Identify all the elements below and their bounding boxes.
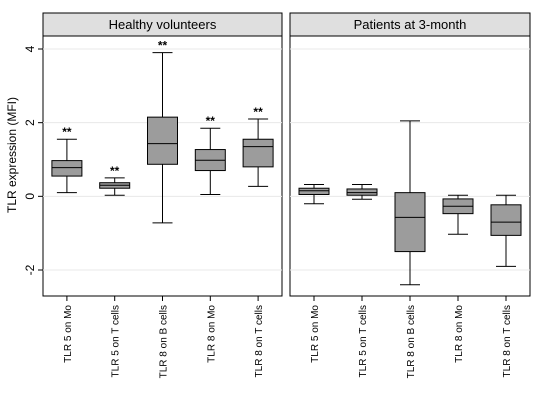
box-2-5: TLR 8 on T cells <box>490 194 522 377</box>
significance-label: ** <box>110 164 120 178</box>
significance-label: ** <box>253 105 263 119</box>
y-tick-label: 2 <box>23 119 37 126</box>
x-tick-label: TLR 5 on Mo <box>63 305 74 363</box>
y-tick-label: -2 <box>23 264 37 275</box>
iqr-box <box>51 160 83 177</box>
iqr-box <box>242 138 274 168</box>
panel-1: Healthy volunteers ** TLR 5 on Mo ** TLR 5 o… <box>42 12 283 378</box>
panel-title-1: Healthy volunteers <box>109 17 217 32</box>
box-2-1: TLR 5 on Mo <box>298 184 330 363</box>
box-1-2: ** TLR 5 on T cells <box>99 164 131 377</box>
x-tick-label: TLR 8 on Mo <box>206 305 217 363</box>
iqr-box <box>346 188 378 196</box>
iqr-box <box>394 192 426 253</box>
x-tick-label: TLR 8 on B cells <box>159 305 170 378</box>
iqr-box <box>147 116 178 165</box>
y-tick-label: 0 <box>23 193 37 200</box>
panels: Healthy volunteers ** TLR 5 on Mo ** TLR 5 o… <box>42 12 531 378</box>
box-2-2: TLR 5 on T cells <box>346 184 378 377</box>
box-1-4: ** TLR 8 on Mo <box>194 114 226 363</box>
box-2-3: TLR 8 on B cells <box>394 120 426 378</box>
x-tick-label: TLR 5 on Mo <box>310 305 321 363</box>
x-tick-label: TLR 5 on T cells <box>111 305 122 377</box>
y-axis-label: TLR expression (MFI) <box>5 97 19 213</box>
significance-label: ** <box>158 39 168 53</box>
box-1-1: ** TLR 5 on Mo <box>51 125 83 363</box>
x-tick-label: TLR 8 on B cells <box>406 305 417 378</box>
x-tick-label: TLR 5 on T cells <box>358 305 369 377</box>
box-2-4: TLR 8 on Mo <box>442 194 474 363</box>
x-tick-label: TLR 8 on T cells <box>254 305 265 377</box>
box-1-5: ** TLR 8 on T cells <box>242 105 274 377</box>
box-1-3: ** TLR 8 on B cells <box>147 39 178 378</box>
iqr-box <box>298 187 330 195</box>
significance-label: ** <box>62 125 72 139</box>
y-axis: -2 0 2 4 <box>23 45 43 275</box>
significance-label: ** <box>206 114 216 128</box>
panel-title-2: Patients at 3-month <box>354 17 467 32</box>
x-tick-label: TLR 8 on Mo <box>454 305 465 363</box>
y-tick-label: 4 <box>23 45 37 52</box>
iqr-box <box>490 204 522 236</box>
panel-2: Patients at 3-month TLR 5 on Mo TLR 5 on T… <box>289 12 531 378</box>
x-tick-label: TLR 8 on T cells <box>502 305 513 377</box>
